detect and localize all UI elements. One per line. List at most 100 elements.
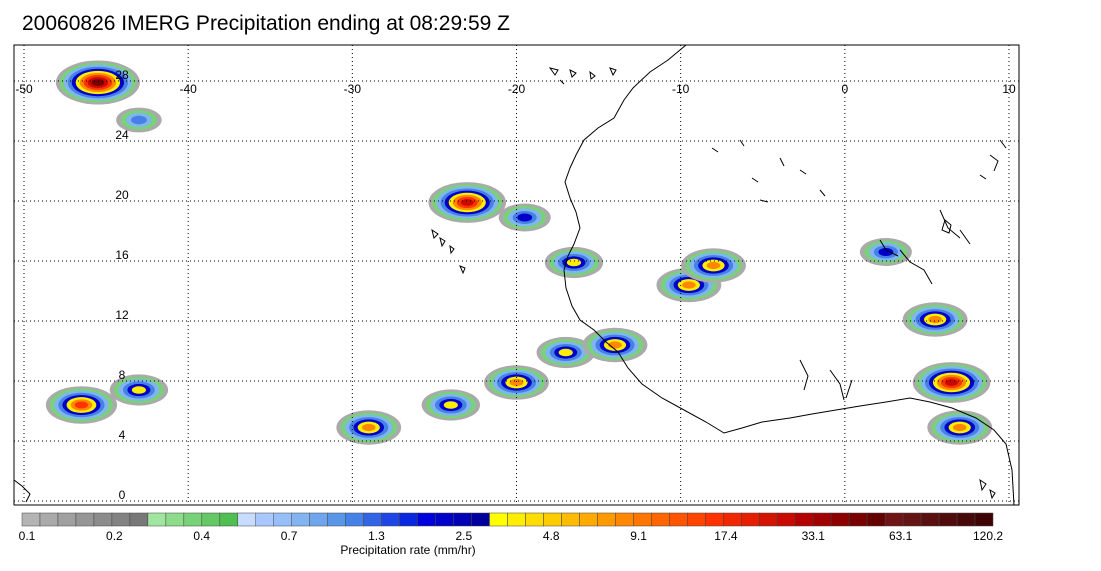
- colorbar-swatch: [471, 512, 490, 527]
- colorbar-tick-label: 0.4: [193, 529, 211, 543]
- colorbar-tick-label: 9.1: [630, 529, 647, 543]
- precip-contour: [130, 115, 147, 125]
- lat-tick-label: 24: [115, 128, 129, 142]
- precip-cell: [336, 410, 402, 445]
- precip-contour: [443, 401, 458, 409]
- gridlines: [14, 45, 1019, 505]
- colorbar-swatch: [129, 512, 149, 527]
- colorbar-swatch: [938, 512, 958, 527]
- colorbar-swatch: [39, 512, 59, 527]
- precip-cell: [484, 365, 549, 400]
- colorbar-swatch: [830, 512, 850, 527]
- precip-cell: [109, 374, 169, 406]
- precip-contour: [509, 378, 524, 387]
- colorbar-swatch: [956, 512, 976, 527]
- colorbar-swatch: [201, 512, 221, 527]
- lake-chad: [941, 219, 952, 234]
- colorbar-tick-label: 4.8: [542, 529, 560, 543]
- colorbar-swatch: [255, 512, 274, 527]
- lat-tick-label: 8: [119, 368, 126, 382]
- colorbar-swatch: [111, 512, 131, 527]
- africa-coastline: [563, 45, 1015, 505]
- colorbar-tick-label: 17.4: [714, 529, 738, 543]
- colorbar-swatch: [345, 512, 364, 527]
- colorbar-swatch: [812, 512, 832, 527]
- precip-contour: [517, 213, 533, 222]
- lon-tick-label: -50: [15, 82, 33, 96]
- colorbar-swatch: [75, 512, 95, 527]
- south-america-coast: [14, 479, 31, 503]
- colorbar-swatch: [399, 512, 418, 527]
- colorbar-tick-label: 0.1: [18, 529, 36, 543]
- colorbar-swatch: [920, 512, 940, 527]
- colorbar-swatch: [669, 512, 688, 527]
- colorbar-tick-label: 120.2: [972, 529, 1004, 543]
- precip-contour: [74, 401, 89, 409]
- colorbar-tick-label: 0.2: [106, 529, 123, 543]
- colorbar-swatch: [309, 512, 328, 527]
- colorbar-swatch: [363, 512, 382, 527]
- colorbar-swatch: [741, 512, 760, 527]
- precipitation-layer: [45, 60, 993, 445]
- precip-cell: [544, 246, 604, 279]
- precip-contour: [91, 79, 105, 86]
- colorbar-swatch: [884, 512, 904, 527]
- precip-cell: [498, 203, 551, 232]
- colorbar-swatch: [237, 512, 257, 527]
- colorbar-swatch: [597, 512, 616, 527]
- lon-tick-label: -20: [508, 82, 526, 96]
- precip-contour: [566, 258, 582, 267]
- lat-tick-label: 16: [115, 248, 129, 262]
- colorbar-swatch: [579, 512, 598, 527]
- canary-islands: [548, 67, 617, 85]
- sahara-outlines: [711, 139, 1007, 203]
- colorbar-swatch: [489, 512, 508, 527]
- colorbar-tick-label: 33.1: [801, 529, 825, 543]
- colorbar-swatch: [723, 512, 742, 527]
- colorbar-swatch: [381, 512, 400, 527]
- precip-contour: [945, 379, 959, 386]
- colorbar-swatch: [848, 512, 868, 527]
- colorbar: [21, 512, 994, 527]
- precip-contour: [131, 386, 146, 394]
- colorbar-swatch: [93, 512, 113, 527]
- colorbar-swatch: [435, 512, 454, 527]
- colorbar-swatch: [615, 512, 634, 527]
- colorbar-swatch: [417, 512, 436, 527]
- colorbar-tick-label: 1.3: [368, 529, 385, 543]
- precip-cell: [582, 327, 648, 363]
- precip-cell: [116, 107, 162, 133]
- precip-contour: [361, 423, 376, 432]
- colorbar-title: Precipitation rate (mm/hr): [340, 543, 476, 557]
- colorbar-swatch: [687, 512, 706, 527]
- precip-contour: [558, 348, 573, 357]
- gulf-islands: [979, 478, 996, 500]
- lon-tick-label: 0: [841, 82, 848, 96]
- precip-cell: [912, 362, 991, 403]
- precip-contour: [878, 248, 894, 256]
- colorbar-swatch: [165, 512, 185, 527]
- lat-tick-label: 20: [115, 188, 129, 202]
- precip-contour: [928, 315, 942, 324]
- precip-contour: [706, 261, 721, 270]
- colorbar-swatch: [147, 512, 167, 527]
- colorbar-swatch: [291, 512, 310, 527]
- colorbar-swatch: [453, 512, 472, 527]
- map-title: 20060826 IMERG Precipitation ending at 0…: [22, 12, 510, 35]
- lat-tick-label: 28: [115, 68, 129, 82]
- colorbar-swatch: [633, 512, 652, 527]
- colorbar-tick-label: 63.1: [888, 529, 913, 543]
- colorbar-swatch: [776, 512, 796, 527]
- colorbar-tick-label: 2.5: [455, 529, 473, 543]
- lat-tick-label: 4: [119, 428, 126, 442]
- colorbar-swatch: [21, 512, 41, 527]
- lon-tick-label: -40: [179, 82, 197, 96]
- colorbar-swatch: [327, 512, 346, 527]
- colorbar-swatch: [525, 512, 544, 527]
- colorbar-swatch: [57, 512, 77, 527]
- colorbar-swatch: [561, 512, 580, 527]
- colorbar-swatch: [794, 512, 814, 527]
- precip-contour: [952, 423, 967, 432]
- precip-contour: [682, 281, 696, 289]
